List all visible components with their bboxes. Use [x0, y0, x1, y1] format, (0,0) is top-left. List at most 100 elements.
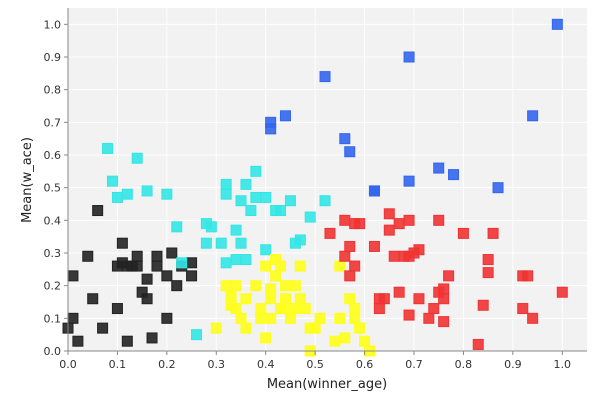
point-group-3	[324, 208, 568, 350]
data-point	[230, 280, 242, 292]
data-point	[344, 270, 356, 282]
data-point	[255, 303, 267, 315]
data-point	[220, 178, 232, 190]
data-point	[220, 257, 232, 269]
y-tick-label: 0.8	[44, 84, 62, 97]
data-point	[270, 270, 282, 282]
data-point	[339, 332, 351, 344]
data-point	[448, 169, 460, 181]
data-point	[304, 211, 316, 223]
data-point	[438, 283, 450, 295]
data-point	[265, 293, 277, 305]
plot-background	[68, 8, 587, 351]
data-point	[334, 312, 346, 324]
data-point	[438, 316, 450, 328]
y-tick-label: 0.5	[44, 182, 62, 195]
data-point	[141, 185, 153, 197]
data-point	[210, 322, 222, 334]
data-point	[215, 237, 227, 249]
data-point	[354, 322, 366, 334]
data-point	[265, 283, 277, 295]
data-point	[294, 260, 306, 272]
data-point	[344, 293, 356, 305]
x-tick-label: 0.0	[59, 358, 77, 371]
data-point	[230, 224, 242, 236]
data-point	[393, 286, 405, 298]
data-point	[423, 312, 435, 324]
y-tick-label: 1.0	[44, 18, 62, 31]
data-point	[225, 289, 237, 301]
data-point	[383, 208, 395, 220]
data-point	[260, 191, 272, 203]
data-point	[349, 260, 361, 272]
data-point	[279, 280, 291, 292]
y-tick-label: 0.6	[44, 149, 62, 162]
data-point	[482, 254, 494, 266]
data-point	[457, 227, 469, 239]
data-point	[517, 303, 529, 315]
data-point	[116, 237, 128, 249]
data-point	[67, 270, 79, 282]
data-point	[403, 309, 415, 321]
x-tick-label: 0.6	[356, 358, 374, 371]
data-point	[438, 293, 450, 305]
data-point	[289, 303, 301, 315]
data-point	[171, 280, 183, 292]
data-point	[161, 312, 173, 324]
data-point	[67, 312, 79, 324]
y-tick-label: 0.2	[44, 280, 62, 293]
data-point	[359, 335, 371, 347]
data-point	[492, 182, 504, 194]
data-point	[433, 214, 445, 226]
x-tick-label: 0.1	[109, 358, 127, 371]
x-tick-label: 1.0	[554, 358, 572, 371]
data-point	[403, 175, 415, 187]
data-point	[166, 247, 178, 259]
data-point	[220, 280, 232, 292]
data-point	[482, 267, 494, 279]
data-point	[373, 303, 385, 315]
data-point	[265, 116, 277, 128]
point-group-0	[62, 205, 198, 347]
data-point	[344, 146, 356, 158]
data-point	[299, 303, 311, 315]
data-point	[176, 257, 188, 269]
data-point	[443, 270, 455, 282]
data-point	[294, 234, 306, 246]
data-point	[131, 260, 143, 272]
data-point	[265, 312, 277, 324]
data-point	[111, 191, 123, 203]
data-point	[240, 254, 252, 266]
data-point	[477, 299, 489, 311]
data-point	[97, 322, 109, 334]
data-point	[314, 312, 326, 324]
data-point	[403, 51, 415, 63]
data-point	[260, 332, 272, 344]
data-point	[131, 152, 143, 164]
data-point	[403, 214, 415, 226]
data-point	[131, 250, 143, 262]
y-tick-label: 0.1	[44, 312, 62, 325]
data-point	[255, 312, 267, 324]
data-point	[121, 188, 133, 200]
data-point	[339, 214, 351, 226]
data-point	[275, 205, 287, 217]
data-point	[388, 250, 400, 262]
data-point	[186, 257, 198, 269]
data-point	[294, 293, 306, 305]
data-point	[92, 205, 104, 217]
data-point	[230, 254, 242, 266]
data-point	[279, 303, 291, 315]
data-point	[368, 185, 380, 197]
data-point	[151, 260, 163, 272]
data-point	[354, 218, 366, 230]
data-point	[171, 221, 183, 233]
data-point	[240, 178, 252, 190]
data-point	[220, 188, 232, 200]
data-point	[191, 329, 203, 341]
data-point	[551, 18, 563, 30]
data-point	[141, 273, 153, 285]
data-point	[240, 322, 252, 334]
data-point	[522, 270, 534, 282]
x-tick-label: 0.4	[257, 358, 275, 371]
